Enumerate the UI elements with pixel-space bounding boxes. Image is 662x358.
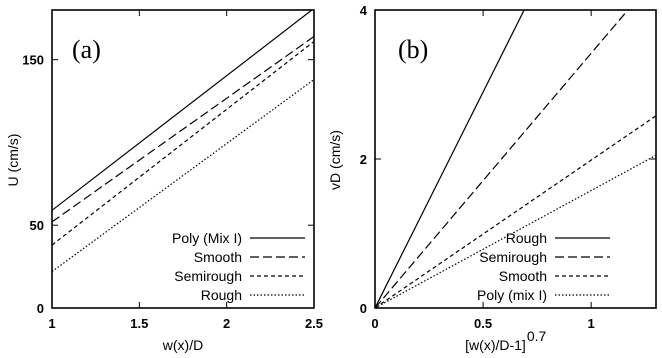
- series-group: [375, 10, 656, 308]
- series-line-poly-mix-i: [52, 10, 313, 211]
- y-tick-label: 0: [360, 301, 367, 316]
- y-axis-label: vD (cm/s): [327, 130, 343, 190]
- x-tick-label: 1: [588, 316, 595, 331]
- chart-panel-a: 1 1.5 2 2.5 0 50 150 w(x)/D U (cm/s) (a) Poly (Mix…: [5, 9, 323, 353]
- chart-panel-b: 0 0.5 1 0 2 4 [w(x)/D-1]0.7 vD (cm/s) (b) Rough Se…: [327, 3, 657, 353]
- series-line-semirough: [375, 10, 629, 308]
- y-tick-label: 0: [37, 301, 44, 316]
- x-axis-label: [w(x)/D-1]: [465, 337, 526, 353]
- panel-label: (b): [398, 35, 428, 64]
- series-line-smooth: [52, 35, 314, 223]
- legend-label: Poly (mix I): [477, 287, 547, 303]
- series-line-rough: [52, 79, 314, 273]
- x-tick-label: 1.5: [130, 316, 148, 331]
- x-axis-label: w(x)/D: [162, 337, 203, 353]
- x-tick-label: 2: [223, 316, 230, 331]
- legend-label: Semirough: [174, 268, 242, 284]
- series-line-rough: [375, 10, 525, 308]
- x-tick-label: 1: [48, 316, 55, 331]
- y-tick-label: 4: [360, 3, 368, 18]
- y-tick-label: 2: [360, 152, 367, 167]
- x-axis-label-exponent: 0.7: [527, 328, 547, 344]
- legend-label: Semirough: [479, 249, 547, 265]
- series-line-semirough: [52, 40, 314, 246]
- plot-frame: [51, 9, 315, 309]
- x-tick-label: 0.5: [474, 316, 492, 331]
- legend-label: Smooth: [499, 268, 547, 284]
- legend-label: Smooth: [194, 249, 242, 265]
- y-tick-label: 150: [22, 53, 44, 68]
- y-tick-label: 50: [30, 218, 44, 233]
- series-group: [52, 10, 314, 273]
- series-line-smooth: [375, 115, 656, 308]
- legend-label: Poly (Mix I): [172, 230, 242, 246]
- panel-label: (a): [72, 35, 101, 64]
- x-tick-label: 0: [371, 316, 378, 331]
- legend-label: Rough: [201, 287, 242, 303]
- x-tick-label: 2.5: [305, 316, 323, 331]
- y-axis-label: U (cm/s): [5, 134, 21, 187]
- legend-label: Rough: [506, 230, 547, 246]
- series-line-poly-mix-i: [375, 154, 656, 308]
